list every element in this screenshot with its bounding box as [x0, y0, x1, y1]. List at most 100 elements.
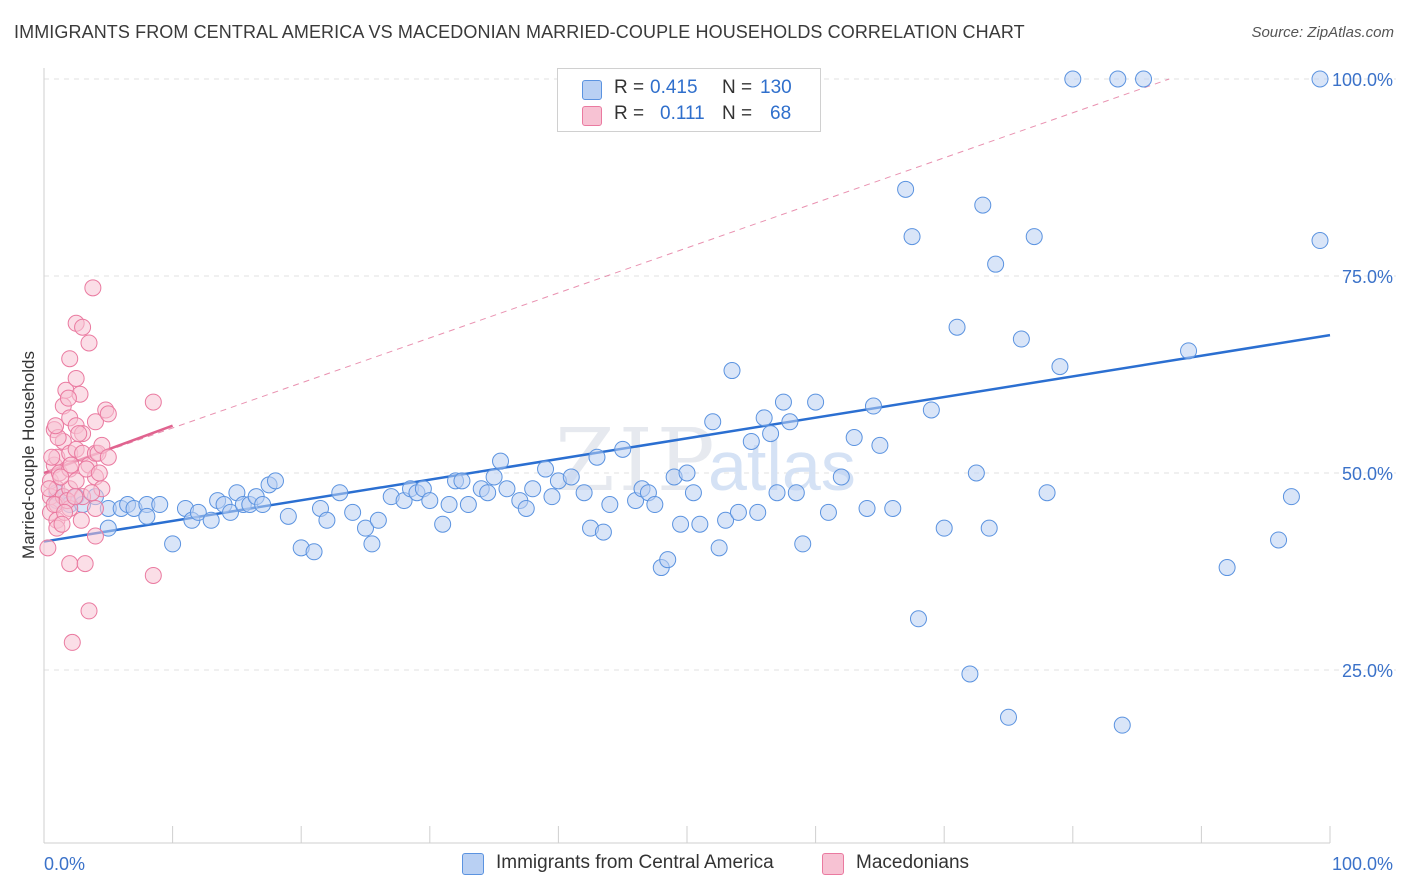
- point-central-america: [1180, 342, 1198, 360]
- point-macedonians: [43, 448, 61, 466]
- point-central-america: [517, 499, 535, 517]
- point-central-america: [202, 511, 220, 529]
- point-central-america: [935, 519, 953, 537]
- n-label: N =: [722, 77, 753, 98]
- point-macedonians: [61, 555, 79, 573]
- point-central-america: [1270, 531, 1288, 549]
- point-central-america: [922, 401, 940, 419]
- point-central-america: [434, 515, 452, 533]
- y-tick-label: 25.0%: [1342, 661, 1393, 681]
- point-central-america: [266, 472, 284, 490]
- point-central-america: [723, 362, 741, 380]
- point-macedonians: [39, 539, 57, 557]
- point-central-america: [858, 499, 876, 517]
- point-macedonians: [86, 527, 104, 545]
- chart-title: IMMIGRANTS FROM CENTRAL AMERICA VS MACED…: [14, 22, 1025, 42]
- point-central-america: [537, 460, 555, 478]
- point-macedonians: [144, 393, 162, 411]
- point-central-america: [357, 519, 374, 537]
- blue-swatch: [582, 80, 602, 100]
- point-central-america: [575, 484, 593, 502]
- point-central-america: [318, 511, 336, 529]
- pink-swatch: [582, 106, 602, 126]
- point-central-america: [845, 429, 863, 447]
- point-central-america: [440, 496, 458, 514]
- point-central-america: [794, 535, 812, 553]
- point-macedonians: [59, 389, 77, 407]
- point-macedonians: [53, 515, 71, 533]
- point-central-america: [1051, 358, 1069, 376]
- source-label: Source: ZipAtlas.com: [1251, 24, 1394, 41]
- point-macedonians: [40, 480, 58, 498]
- point-central-america: [498, 480, 516, 498]
- point-central-america: [543, 488, 561, 506]
- point-central-america: [594, 523, 612, 541]
- point-central-america: [903, 228, 921, 246]
- point-central-america: [99, 519, 117, 537]
- y-tick-label: 75.0%: [1342, 267, 1393, 287]
- point-macedonians: [144, 566, 162, 584]
- y-tick-label: 100.0%: [1332, 70, 1393, 90]
- legend-label: Macedonians: [856, 852, 970, 873]
- point-central-america: [684, 484, 702, 502]
- point-central-america: [884, 499, 902, 517]
- point-central-america: [659, 551, 677, 569]
- point-central-america: [1311, 232, 1329, 250]
- point-central-america: [961, 665, 979, 683]
- legend-label: Immigrants from Central America: [496, 852, 774, 873]
- point-central-america: [1012, 330, 1030, 348]
- point-macedonians: [63, 633, 81, 651]
- point-central-america: [492, 452, 510, 470]
- point-macedonians: [47, 417, 65, 435]
- point-macedonians: [99, 448, 117, 466]
- point-central-america: [807, 393, 825, 411]
- point-central-america: [369, 511, 387, 529]
- point-central-america: [864, 397, 882, 415]
- point-central-america: [768, 484, 786, 502]
- point-central-america: [646, 496, 664, 514]
- y-tick-label: 50.0%: [1342, 464, 1393, 484]
- point-central-america: [485, 468, 503, 486]
- point-central-america: [897, 180, 915, 198]
- n-label: N =: [722, 103, 753, 124]
- point-central-america: [221, 503, 239, 521]
- point-central-america: [762, 425, 780, 443]
- point-central-america: [909, 610, 927, 628]
- r-label: R =: [614, 103, 645, 124]
- point-central-america: [974, 196, 992, 214]
- point-central-america: [1109, 70, 1127, 88]
- y-axis-label: Married-couple Households: [19, 351, 38, 559]
- point-central-america: [254, 496, 272, 514]
- point-central-america: [967, 464, 985, 482]
- r-value: 0.111: [660, 103, 705, 124]
- point-central-america: [601, 496, 619, 514]
- x-tick-label-min: 0.0%: [44, 854, 85, 874]
- point-central-america: [151, 496, 169, 514]
- r-value: 0.415: [650, 77, 698, 98]
- point-central-america: [363, 535, 381, 553]
- point-macedonians: [62, 456, 80, 474]
- n-value: 130: [760, 77, 792, 98]
- point-macedonians: [76, 555, 94, 573]
- point-central-america: [729, 503, 747, 521]
- point-central-america: [1135, 70, 1153, 88]
- point-central-america: [164, 535, 182, 553]
- point-central-america: [1113, 716, 1131, 734]
- point-central-america: [562, 468, 580, 486]
- n-value: 68: [770, 103, 792, 124]
- point-macedonians: [61, 350, 79, 368]
- point-central-america: [344, 503, 362, 521]
- point-central-america: [717, 511, 735, 529]
- point-central-america: [1282, 488, 1300, 506]
- point-central-america: [980, 519, 998, 537]
- point-central-america: [774, 393, 792, 411]
- point-central-america: [453, 472, 471, 490]
- point-central-america: [1064, 70, 1082, 88]
- point-central-america: [305, 543, 323, 561]
- point-macedonians: [99, 405, 117, 423]
- point-central-america: [614, 440, 632, 458]
- point-central-america: [1000, 708, 1017, 726]
- point-central-america: [1038, 484, 1056, 502]
- blue-swatch: [462, 853, 484, 875]
